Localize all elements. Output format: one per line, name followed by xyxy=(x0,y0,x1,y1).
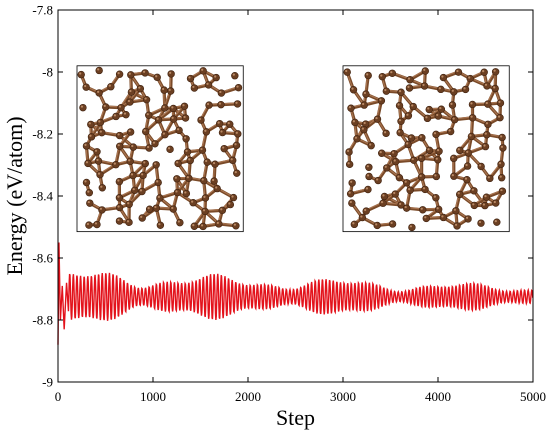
y-tick-label: -8.2 xyxy=(32,127,53,142)
simulation-cell-box xyxy=(342,65,510,233)
y-tick-label: -7.8 xyxy=(32,3,53,18)
carbon-network-structure-initial-icon xyxy=(76,65,244,233)
carbon-network-structure-final-icon xyxy=(342,65,510,233)
atoms xyxy=(343,67,507,232)
y-tick-label: -8.8 xyxy=(32,313,53,328)
y-tick-label: -8.4 xyxy=(32,189,53,204)
x-tick-label: 2000 xyxy=(235,389,261,404)
bonds xyxy=(79,69,241,229)
x-tick-label: 5000 xyxy=(520,389,546,404)
structure-insets xyxy=(76,65,510,233)
atoms xyxy=(77,66,243,231)
x-tick-label: 3000 xyxy=(330,389,356,404)
y-tick-label: -9 xyxy=(42,375,53,390)
axis-ticks xyxy=(57,9,534,383)
energy-series-line xyxy=(57,242,534,345)
x-axis-title: Step xyxy=(276,405,315,430)
simulation-cell-box xyxy=(76,65,244,233)
y-axis-title: Energy (eV/atom) xyxy=(2,116,27,275)
x-tick-label: 1000 xyxy=(140,389,166,404)
x-tick-label: 4000 xyxy=(425,389,451,404)
y-tick-label: -8.6 xyxy=(32,251,53,266)
x-tick-label: 0 xyxy=(55,389,62,404)
y-tick-label: -8 xyxy=(42,65,53,80)
axis-tick-labels: 0 1000 2000 3000 4000 5000 -7.8 -8 -8.2 -8.4 -8.6 -… xyxy=(32,3,546,405)
